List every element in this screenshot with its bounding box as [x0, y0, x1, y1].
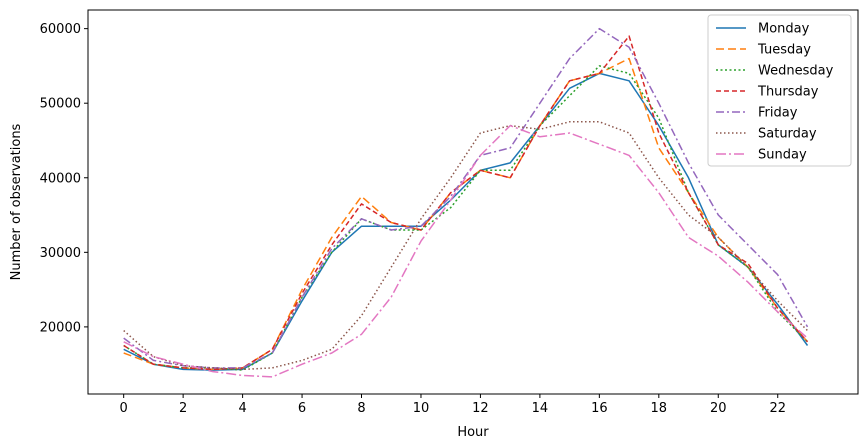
legend: Monday Tuesday Wednesday Thursday Friday Satu…: [707, 14, 852, 167]
plot-frame: [87, 9, 859, 395]
x-tick-label: 22: [769, 401, 786, 416]
series-line-sunday: [123, 124, 808, 378]
x-axis: 0 2 4 6 8 10 12 14 16 18 20 22: [120, 394, 786, 416]
x-tick-label: 4: [238, 401, 246, 416]
legend-label-wednesday: Wednesday: [758, 64, 834, 79]
y-tick-label: 60000: [40, 22, 81, 37]
legend-label-friday: Friday: [758, 106, 798, 121]
y-tick-label: 50000: [40, 97, 81, 112]
y-axis-label: Number of observations: [9, 123, 24, 280]
y-axis: 20000 30000 40000 50000 60000: [40, 22, 88, 335]
y-tick-label: 30000: [40, 246, 81, 261]
legend-box: [707, 14, 852, 167]
legend-label-sunday: Sunday: [758, 148, 807, 163]
x-tick-label: 14: [532, 401, 549, 416]
x-tick-label: 2: [179, 401, 187, 416]
x-tick-label: 0: [120, 401, 128, 416]
series-line-thursday: [123, 35, 809, 371]
y-tick-label: 40000: [40, 171, 81, 186]
legend-label-saturday: Saturday: [758, 127, 817, 142]
legend-label-monday: Monday: [758, 22, 810, 37]
x-tick-label: 12: [472, 401, 489, 416]
x-tick-label: 8: [357, 401, 365, 416]
x-tick-label: 20: [710, 401, 727, 416]
series-layer: [123, 27, 809, 378]
legend-label-tuesday: Tuesday: [757, 43, 811, 58]
series-line-friday: [123, 27, 809, 369]
y-tick-label: 20000: [40, 320, 81, 335]
x-tick-label: 10: [413, 401, 430, 416]
x-tick-label: 16: [591, 401, 608, 416]
x-tick-label: 6: [298, 401, 306, 416]
series-line-saturday: [123, 121, 809, 371]
x-tick-label: 18: [651, 401, 668, 416]
x-axis-label: Hour: [457, 425, 489, 440]
legend-label-thursday: Thursday: [757, 85, 819, 100]
